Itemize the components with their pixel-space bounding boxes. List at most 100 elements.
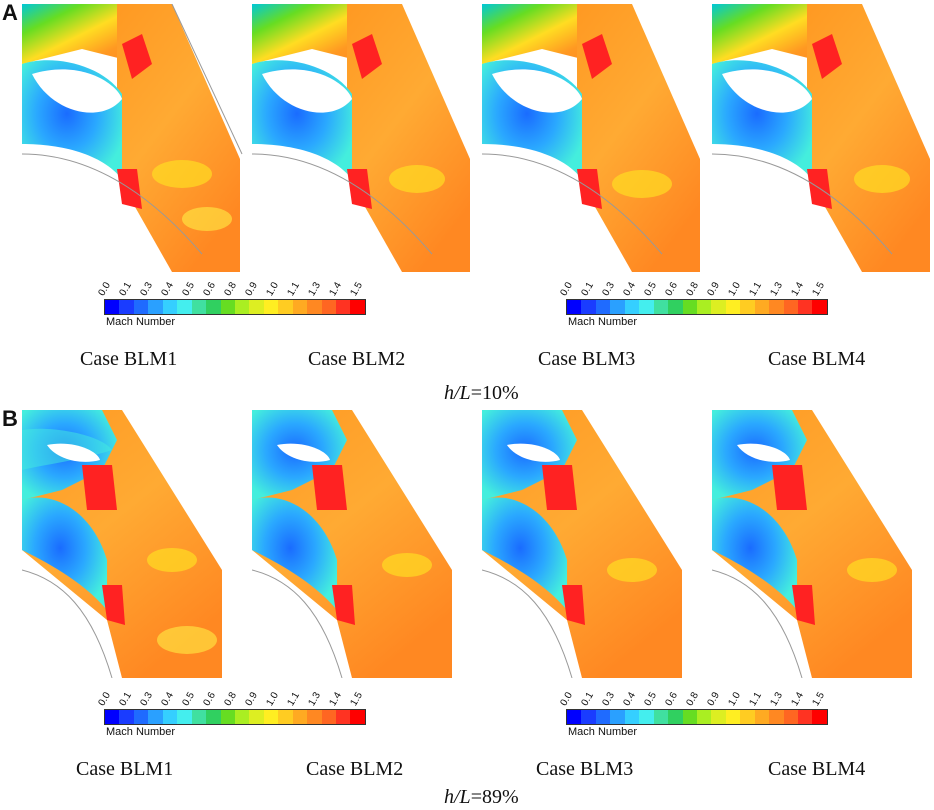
case-label-a-blm4: Case BLM4 (768, 348, 866, 370)
group-label-b-prefix: h/L (444, 786, 471, 808)
colorbar-segment (567, 710, 582, 724)
colorbar-segment (249, 710, 264, 724)
colorbar-segment (653, 710, 669, 724)
contour-plot-b-blm3 (482, 410, 704, 678)
colorbar-segment (162, 300, 178, 314)
colorbar-tick-label: 1.0 (726, 690, 743, 708)
colorbar-tick-label: 0.0 (96, 690, 113, 708)
colorbar-tick-label: 0.6 (201, 280, 218, 298)
colorbar-segment (336, 300, 351, 314)
colorbar-segment (119, 710, 134, 724)
case-label-a-blm2: Case BLM2 (308, 348, 406, 370)
colorbar-tick-label: 1.4 (327, 280, 344, 298)
colorbar-segment (162, 710, 178, 724)
colorbar-segment (191, 300, 207, 314)
colorbar-segment (682, 300, 697, 314)
colorbar-tick-label: 1.4 (789, 280, 806, 298)
colorbar-tick-label: 0.4 (621, 690, 638, 708)
colorbar-segment (177, 300, 192, 314)
colorbar-gradient (104, 299, 366, 315)
colorbar-tick-label: 0.5 (642, 690, 659, 708)
colorbar-segment (350, 300, 365, 314)
colorbar-segment (321, 710, 336, 724)
colorbar-segment (610, 300, 625, 314)
colorbar-segment (292, 710, 308, 724)
colorbar-tick-label: 0.8 (222, 690, 239, 708)
colorbar-segment (711, 300, 726, 314)
colorbar-segment (234, 300, 250, 314)
colorbar-tick-label: 1.1 (747, 280, 764, 298)
colorbar-tick-label: 0.9 (243, 280, 260, 298)
colorbar-tick-label: 1.5 (348, 690, 365, 708)
colorbar-segment (119, 300, 134, 314)
colorbar-segment (321, 300, 336, 314)
colorbar-segment (595, 710, 611, 724)
colorbar-segment (682, 710, 697, 724)
group-label-a-suffix: =10% (470, 382, 519, 404)
colorbar-tick-label: 1.3 (306, 690, 323, 708)
colorbar-tick-label: 0.0 (558, 690, 575, 708)
colorbar-a-right: 0.0 0.1 0.3 0.4 0.5 0.6 0.8 0.9 1.0 1.1 1.3 1.4 1.5 … (558, 276, 828, 330)
case-label-b-blm3: Case BLM3 (536, 758, 634, 780)
contour-plot-a-blm1 (22, 4, 244, 272)
colorbar-segment (263, 710, 279, 724)
colorbar-b-left: 0.0 0.1 0.3 0.4 0.5 0.6 0.8 0.9 1.0 1.1 1.3 1.4 1.5 … (96, 686, 366, 740)
colorbar-segment (263, 300, 279, 314)
colorbar-gradient (104, 709, 366, 725)
colorbar-segment (639, 710, 654, 724)
contour-plot-a-blm4 (712, 4, 934, 272)
contour-plot-b-blm1 (22, 410, 244, 678)
colorbar-segment (668, 710, 683, 724)
colorbar-tick-label: 0.1 (579, 690, 596, 708)
colorbar-tick-label: 0.4 (621, 280, 638, 298)
colorbar-segment (177, 710, 192, 724)
colorbar-segment (653, 300, 669, 314)
colorbar-segment (220, 300, 235, 314)
colorbar-tick-label: 0.3 (138, 690, 155, 708)
colorbar-segment (798, 710, 813, 724)
colorbar-gradient (566, 299, 828, 315)
colorbar-segment (191, 710, 207, 724)
colorbar-tick-label: 1.3 (768, 690, 785, 708)
case-label-a-blm3: Case BLM3 (538, 348, 636, 370)
colorbar-segment (754, 710, 770, 724)
colorbar-b-right: 0.0 0.1 0.3 0.4 0.5 0.6 0.8 0.9 1.0 1.1 1.3 1.4 1.5 … (558, 686, 828, 740)
colorbar-tick-label: 0.1 (117, 280, 134, 298)
colorbar-tick-label: 0.1 (117, 690, 134, 708)
colorbar-title: Mach Number (568, 726, 638, 738)
case-label-b-blm4: Case BLM4 (768, 758, 866, 780)
colorbar-segment (812, 710, 827, 724)
colorbar-segment (249, 300, 264, 314)
colorbar-title: Mach Number (106, 726, 176, 738)
colorbar-segment (783, 710, 798, 724)
colorbar-a-left: 0.0 0.1 0.3 0.4 0.5 0.6 0.8 0.9 1.0 1.1 1.3 1.4 1.5 … (96, 276, 366, 330)
colorbar-segment (206, 710, 221, 724)
colorbar-segment (812, 300, 827, 314)
contour-plot-a-blm3 (482, 4, 704, 272)
group-label-a: h/L=10% (444, 382, 519, 405)
colorbar-segment (206, 300, 221, 314)
colorbar-segment (610, 710, 625, 724)
colorbar-tick-label: 1.5 (348, 280, 365, 298)
colorbar-title: Mach Number (568, 316, 638, 328)
colorbar-tick-label: 0.5 (180, 280, 197, 298)
colorbar-segment (133, 300, 149, 314)
colorbar-tick-label: 0.3 (600, 690, 617, 708)
group-label-b: h/L=89% (444, 786, 519, 809)
colorbar-tick-label: 0.5 (642, 280, 659, 298)
colorbar-segment (133, 710, 149, 724)
colorbar-tick-label: 1.5 (810, 280, 827, 298)
case-label-b-blm2: Case BLM2 (306, 758, 404, 780)
colorbar-segment (696, 300, 712, 314)
colorbar-segment (725, 710, 741, 724)
colorbar-segment (624, 300, 640, 314)
colorbar-segment (639, 300, 654, 314)
contour-plot-a-blm2 (252, 4, 474, 272)
colorbar-tick-label: 1.1 (747, 690, 764, 708)
colorbar-tick-label: 0.8 (684, 690, 701, 708)
colorbar-tick-label: 0.6 (663, 280, 680, 298)
colorbar-segment (581, 300, 596, 314)
case-label-b-blm1: Case BLM1 (76, 758, 174, 780)
colorbar-segment (725, 300, 741, 314)
colorbar-tick-label: 0.9 (705, 280, 722, 298)
